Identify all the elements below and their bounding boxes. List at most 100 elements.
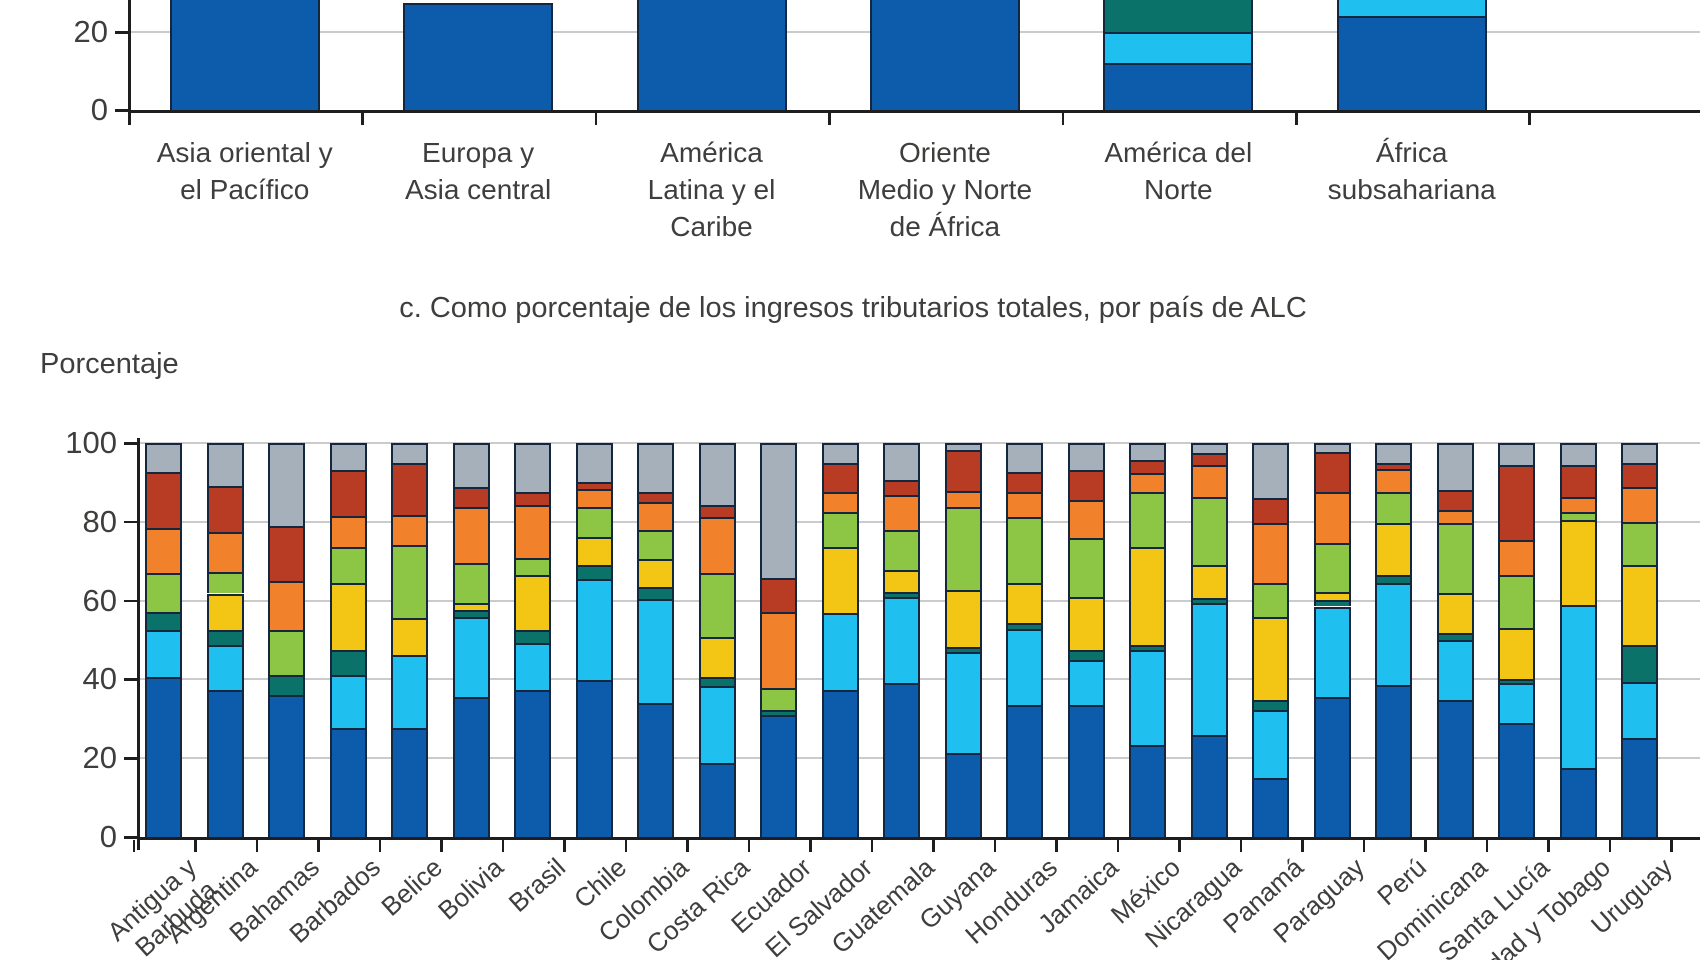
bar-segment-amarillo [1313,591,1351,600]
bar-segment-celeste [391,655,428,729]
bar-segment-verde [1129,491,1166,547]
bar-segment-verde [944,507,982,590]
bar-segment-rojo-ladrillo [1067,469,1105,501]
bar-segment-gris [883,443,920,481]
bar-segment-verde-azulado [268,675,305,696]
bar-segment-celeste [1067,660,1105,705]
x-axis-label: América Latina y el Caribe [647,137,776,242]
bar-segment-celeste [329,675,367,729]
bar-segment-celeste [1498,683,1535,723]
bar-segment-rojo-ladrillo [452,486,490,507]
bar-segment-rojo-ladrillo [268,525,305,581]
bar-segment-amarillo [1375,523,1412,575]
bar-segment-azul [1436,699,1474,837]
bar-segment-rojo-ladrillo [1621,463,1658,487]
x-axis-line [137,837,1700,840]
x-axis-tick [132,840,136,852]
bar-segment-naranja [1313,491,1351,544]
bar-segment-azul [883,683,920,837]
bar-segment-azul [1559,768,1597,837]
bar-segment-celeste [637,598,674,704]
x-axis-label: Oriente Medio y Norte de África [857,137,1033,242]
bar-segment-azul [514,690,551,837]
bar-segment-azul [1129,744,1166,837]
bar-segment-verde-azulado [760,710,797,715]
y-axis-tick [124,757,137,760]
bar-segment-azul [1621,738,1658,837]
bar-segment-rojo-ladrillo [329,469,367,516]
y-axis-tick-label: 20 [82,740,117,776]
bar-segment-rojo-ladrillo [1375,463,1412,469]
bar-segment-gris [760,443,797,579]
bar-segment-verde-azulado [1252,699,1289,711]
bar-segment-gris [821,443,859,464]
bar-segment-azul [1498,722,1535,837]
bar-segment-gris [1067,443,1105,470]
bar-segment-rojo-ladrillo [821,463,859,492]
bar-segment-azul [575,680,613,837]
bar-segment-amarillo [1006,583,1043,624]
bar-segment-rojo-ladrillo [1436,489,1474,510]
bar-segment-celeste [821,613,859,691]
bar-segment-naranja [391,515,428,545]
bar-segment-verde [1621,521,1658,566]
bar-segment-azul [760,714,797,837]
x-axis-tick [993,840,997,852]
bar-segment-gris [452,443,490,487]
x-axis-tick [440,840,443,852]
x-axis-tick [255,840,259,852]
bar-segment-rojo-ladrillo [1190,453,1228,466]
y-axis-tick-label: 80 [82,503,117,539]
bar-segment-amarillo [637,559,674,587]
bar-segment-celeste [575,578,613,681]
bar-segment-naranja [637,502,674,530]
bar-segment-naranja [575,488,613,507]
bar-segment-celeste [452,616,490,697]
bar-segment-amarillo [1559,519,1597,605]
y-axis-tick [115,31,128,34]
bar-segment-rojo-ladrillo [883,480,920,495]
y-axis-line [137,438,140,850]
x-axis-tick [1178,840,1181,852]
bar-segment-naranja [329,515,367,547]
y-axis-tick [124,836,137,839]
bar-segment-amarillo [391,617,428,656]
bar-segment-gris [1559,443,1597,466]
bar-segment-naranja [1067,500,1105,539]
bar-segment-azul [1252,778,1289,837]
bar-segment-verde [1006,516,1043,584]
bar-segment-azul [452,696,490,837]
bar-segment-naranja [1190,465,1228,497]
bar-segment-amarillo [944,589,982,647]
bar-segment-amarillo [821,546,859,614]
bar-segment-verde-azulado [1129,645,1166,650]
bar-segment-azul [1190,734,1228,837]
bar-segment-celeste [514,643,551,691]
bar-segment-rojo-ladrillo [391,462,428,516]
bar-segment-verde-azulado [944,646,982,652]
bar-segment-verde [1252,583,1289,617]
x-axis-tick [128,113,131,125]
bar-segment-verde-azulado [329,649,367,676]
bar-segment-verde [391,544,428,618]
bar-segment-rojo-ladrillo [1129,459,1166,474]
bar-segment-gris [514,443,551,492]
bar-segment-gris [575,443,613,482]
bar-segment-azul [403,3,554,110]
bar-segment-rojo-ladrillo [575,482,613,489]
bar-segment-amarillo [1252,616,1289,700]
bar-segment-verde-azulado [1436,633,1474,640]
bar-segment-amarillo [1621,565,1658,646]
bar-segment-verde [1190,496,1228,566]
x-axis-tick [1295,113,1298,125]
x-axis-tick [317,840,320,852]
y-axis-tick-label: 100 [65,425,117,460]
bar-segment-verde-azulado [206,630,244,646]
bar-segment-gris [1313,443,1351,452]
bar-segment-verde-azulado [452,610,490,617]
bar-segment-verde [1559,511,1597,520]
bar-segment-azul [869,0,1020,110]
x-axis-tick [1424,840,1427,852]
